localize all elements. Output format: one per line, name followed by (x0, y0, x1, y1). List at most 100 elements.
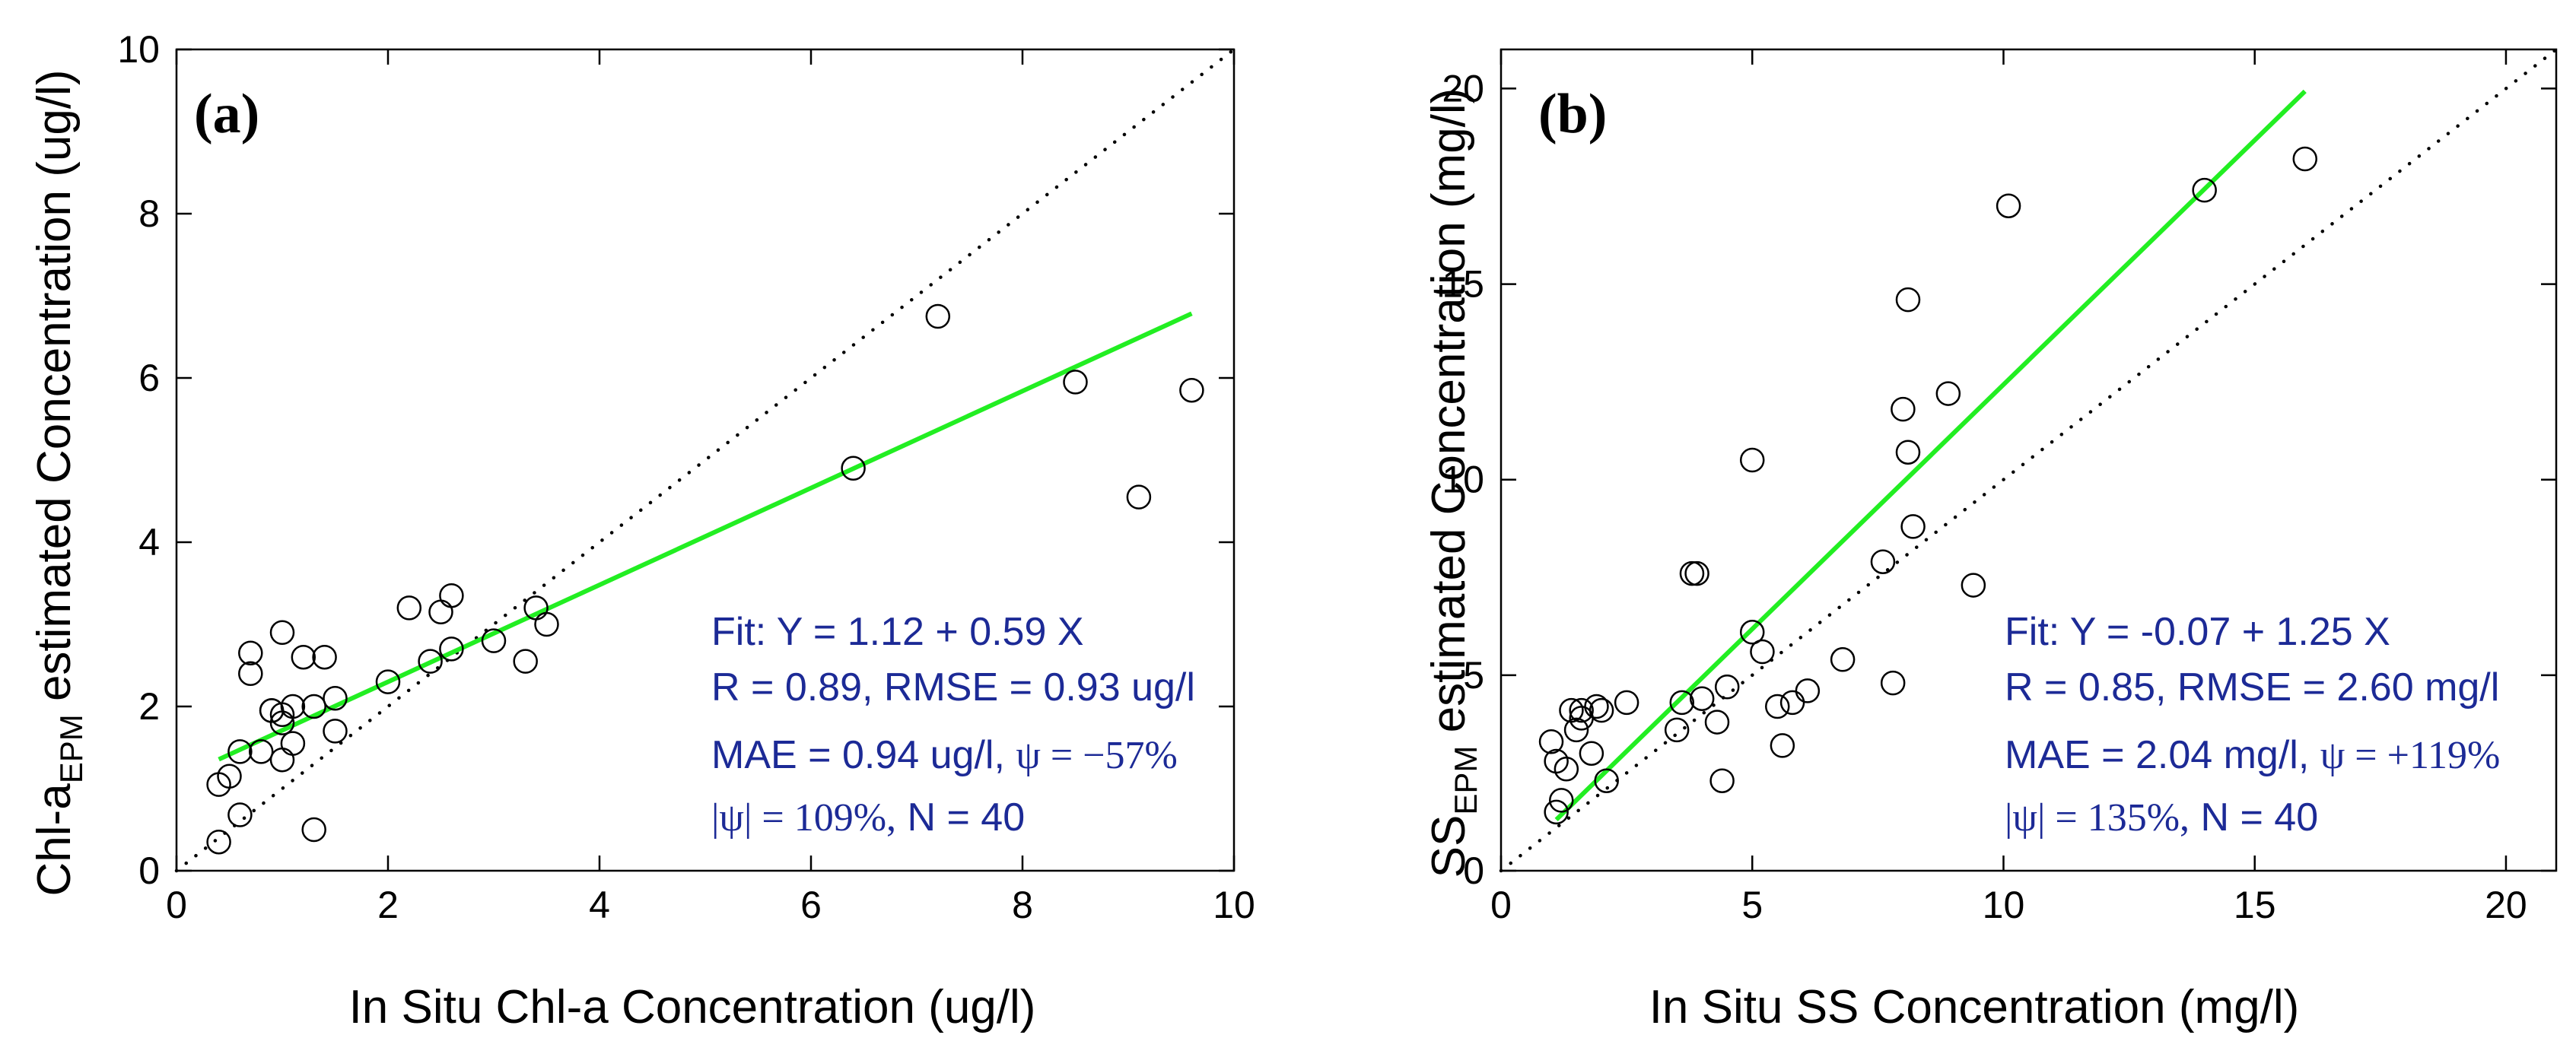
panel-a-data-point (312, 644, 337, 670)
panel-a-marks: 0 2 4 6 8 10 0 2 4 6 8 10 (117, 28, 1255, 926)
panel-b-data-point (1870, 549, 1896, 574)
panel-a-y-label-suffix: estimated Concentration (ug/l) (28, 70, 81, 715)
panel-b-data-point (1739, 620, 1765, 645)
panel-b-x-axis-label: In Situ SS Concentration (mg/l) (1649, 981, 2300, 1033)
panel-a-data-point (534, 611, 559, 637)
panel-b-data-point (1895, 287, 1921, 313)
panel-a-x-axis-label: In Situ Chl-a Concentration (ug/l) (349, 981, 1036, 1033)
panel-b-data-point (1614, 690, 1639, 716)
panel-a-y-tick-label: 2 (138, 685, 160, 728)
panel-b-data-point (1544, 799, 1569, 825)
panel-b-y-tick-label: 15 (1442, 263, 1484, 306)
panel-a-data-point (323, 719, 348, 744)
panel-a-psi-value: ψ = −57% (1016, 734, 1178, 777)
panel-b-data-point (1569, 697, 1594, 723)
panel-b-identity-line (1499, 47, 2559, 873)
panel-a-mae-text: MAE = 0.94 ug/l, ψ = −57% (711, 733, 1178, 777)
panel-a-y-axis-label: Chl-aEPM estimated Concentration (ug/l) (28, 70, 89, 897)
panel-a-data-point (227, 739, 253, 764)
panel-b-data-point (1750, 639, 1775, 665)
panel-b-x-tick-label: 15 (2234, 884, 2276, 926)
panel-b-r-rmse-text: R = 0.85, RMSE = 2.60 mg/l (2005, 665, 2499, 710)
panel-a-x-tick-label: 6 (800, 884, 822, 926)
panel-a-y-tick-label: 4 (138, 521, 160, 564)
panel-b-data-point (1549, 788, 1574, 813)
panel-b-y-tick-label: 10 (1442, 459, 1484, 501)
panel-b-data-point (1579, 741, 1604, 766)
panel-a-abs-psi-value: |ψ| = 109%, (711, 796, 896, 840)
panel-a-mae-prefix: MAE = 0.94 ug/l, (711, 733, 1016, 777)
panel-b-y-tick-label: 0 (1463, 849, 1484, 892)
panel-b-data-point (1594, 768, 1619, 793)
panel-a-data-point (227, 802, 253, 827)
panel-a-data-point (206, 829, 231, 855)
panel-a-data-point (396, 595, 422, 621)
panel-b-n-value: N = 40 (2190, 795, 2318, 840)
panel-b-y-tick-label: 5 (1463, 654, 1484, 697)
panel-a-fit-text: Fit: Y = 1.12 + 0.59 X (711, 610, 1084, 654)
panel-b-x-tick-label: 20 (2485, 884, 2527, 926)
panel-a-data-point (301, 817, 326, 843)
panel-a-y-tick-label: 10 (117, 28, 160, 71)
panel-a-data-point (418, 649, 443, 674)
panel-b-data-point (1795, 678, 1821, 703)
panel-a-data-point (513, 649, 538, 674)
panel-a-n-value: N = 40 (896, 795, 1025, 840)
panel-b-data-point (1589, 697, 1614, 723)
panel-a-x-tick-label: 8 (1012, 884, 1033, 926)
panel-b-data-point (1704, 710, 1730, 735)
panel-a-x-tick-label: 10 (1213, 884, 1255, 926)
panel-b-data-point (1538, 729, 1564, 754)
panel-b-abs-psi-value: |ψ| = 135%, (2005, 796, 2190, 840)
panel-b-marks: 0 5 10 15 20 0 5 10 15 20 (1442, 47, 2559, 926)
panel-b-x-tick-label: 5 (1741, 884, 1763, 926)
panel-b-data-point (1679, 560, 1705, 586)
panel-b-fit-text: Fit: Y = -0.07 + 1.25 X (2005, 610, 2390, 654)
panel-a-data-point (481, 628, 507, 653)
panel-a-r-rmse-text: R = 0.89, RMSE = 0.93 ug/l (711, 665, 1195, 710)
panel-b-data-point (1584, 694, 1609, 719)
panel-a-data-point (1063, 370, 1088, 395)
panel-b-data-point (1739, 447, 1765, 473)
panel-b-mae-prefix: MAE = 2.04 mg/l, (2005, 733, 2320, 777)
panel-a-data-point (269, 747, 295, 773)
panel-a-data-point (841, 456, 866, 481)
panel-b-data-point (1689, 686, 1715, 711)
panel-a-data-point (925, 303, 951, 329)
panel-a-x-tick-label: 2 (377, 884, 399, 926)
panel-a-y-label-subscript: EPM (53, 714, 89, 783)
panel-b-x-tick-label: 10 (1983, 884, 2025, 926)
panel-a-data-point (1179, 377, 1204, 403)
panel-b-psi-value: ψ = +119% (2320, 734, 2501, 777)
panel-a-data-point (291, 644, 316, 670)
panel-b-mae-text: MAE = 2.04 mg/l, ψ = +119% (2005, 733, 2500, 777)
panel-b-x-tick-label: 0 (1490, 884, 1512, 926)
panel-b-abs-psi-text: |ψ| = 135%, N = 40 (2005, 795, 2318, 840)
panel-a-data-point (280, 694, 306, 719)
panel-a-data-point (280, 731, 306, 756)
panel-b-data-point (1891, 396, 1916, 422)
panel-a-data-point (1126, 484, 1152, 510)
panel-b-data-point (1770, 733, 1795, 758)
panel-a-data-point (439, 637, 464, 662)
panel-b-y-tick-label: 20 (1442, 67, 1484, 110)
panel-a-data-point (375, 669, 401, 694)
panel-b-data-point (1714, 675, 1740, 700)
panel-b-data-point (1664, 717, 1690, 743)
panel-b-plot-frame (1499, 48, 2558, 872)
panel-b-y-axis-label: SSEPM estimated Concentration (mg/l) (1423, 88, 1484, 878)
panel-a-y-tick-label: 6 (138, 357, 160, 399)
panel-a-x-tick-label: 4 (589, 884, 610, 926)
panel-a-x-tick-label: 0 (166, 884, 187, 926)
panel-b-data-point (1830, 647, 1856, 672)
panel-b-data-point (1961, 573, 1986, 598)
panel-a-y-tick-label: 0 (138, 849, 160, 892)
panel-a-data-point (248, 739, 274, 764)
panel-a-fit-line (218, 311, 1193, 762)
panel-b-data-point (2192, 177, 2217, 203)
panel-b-label: (b) (1538, 83, 1607, 145)
panel-a-data-point (428, 599, 453, 625)
panel-a-y-tick-label: 8 (138, 192, 160, 235)
panel-b-data-point (1684, 560, 1709, 586)
